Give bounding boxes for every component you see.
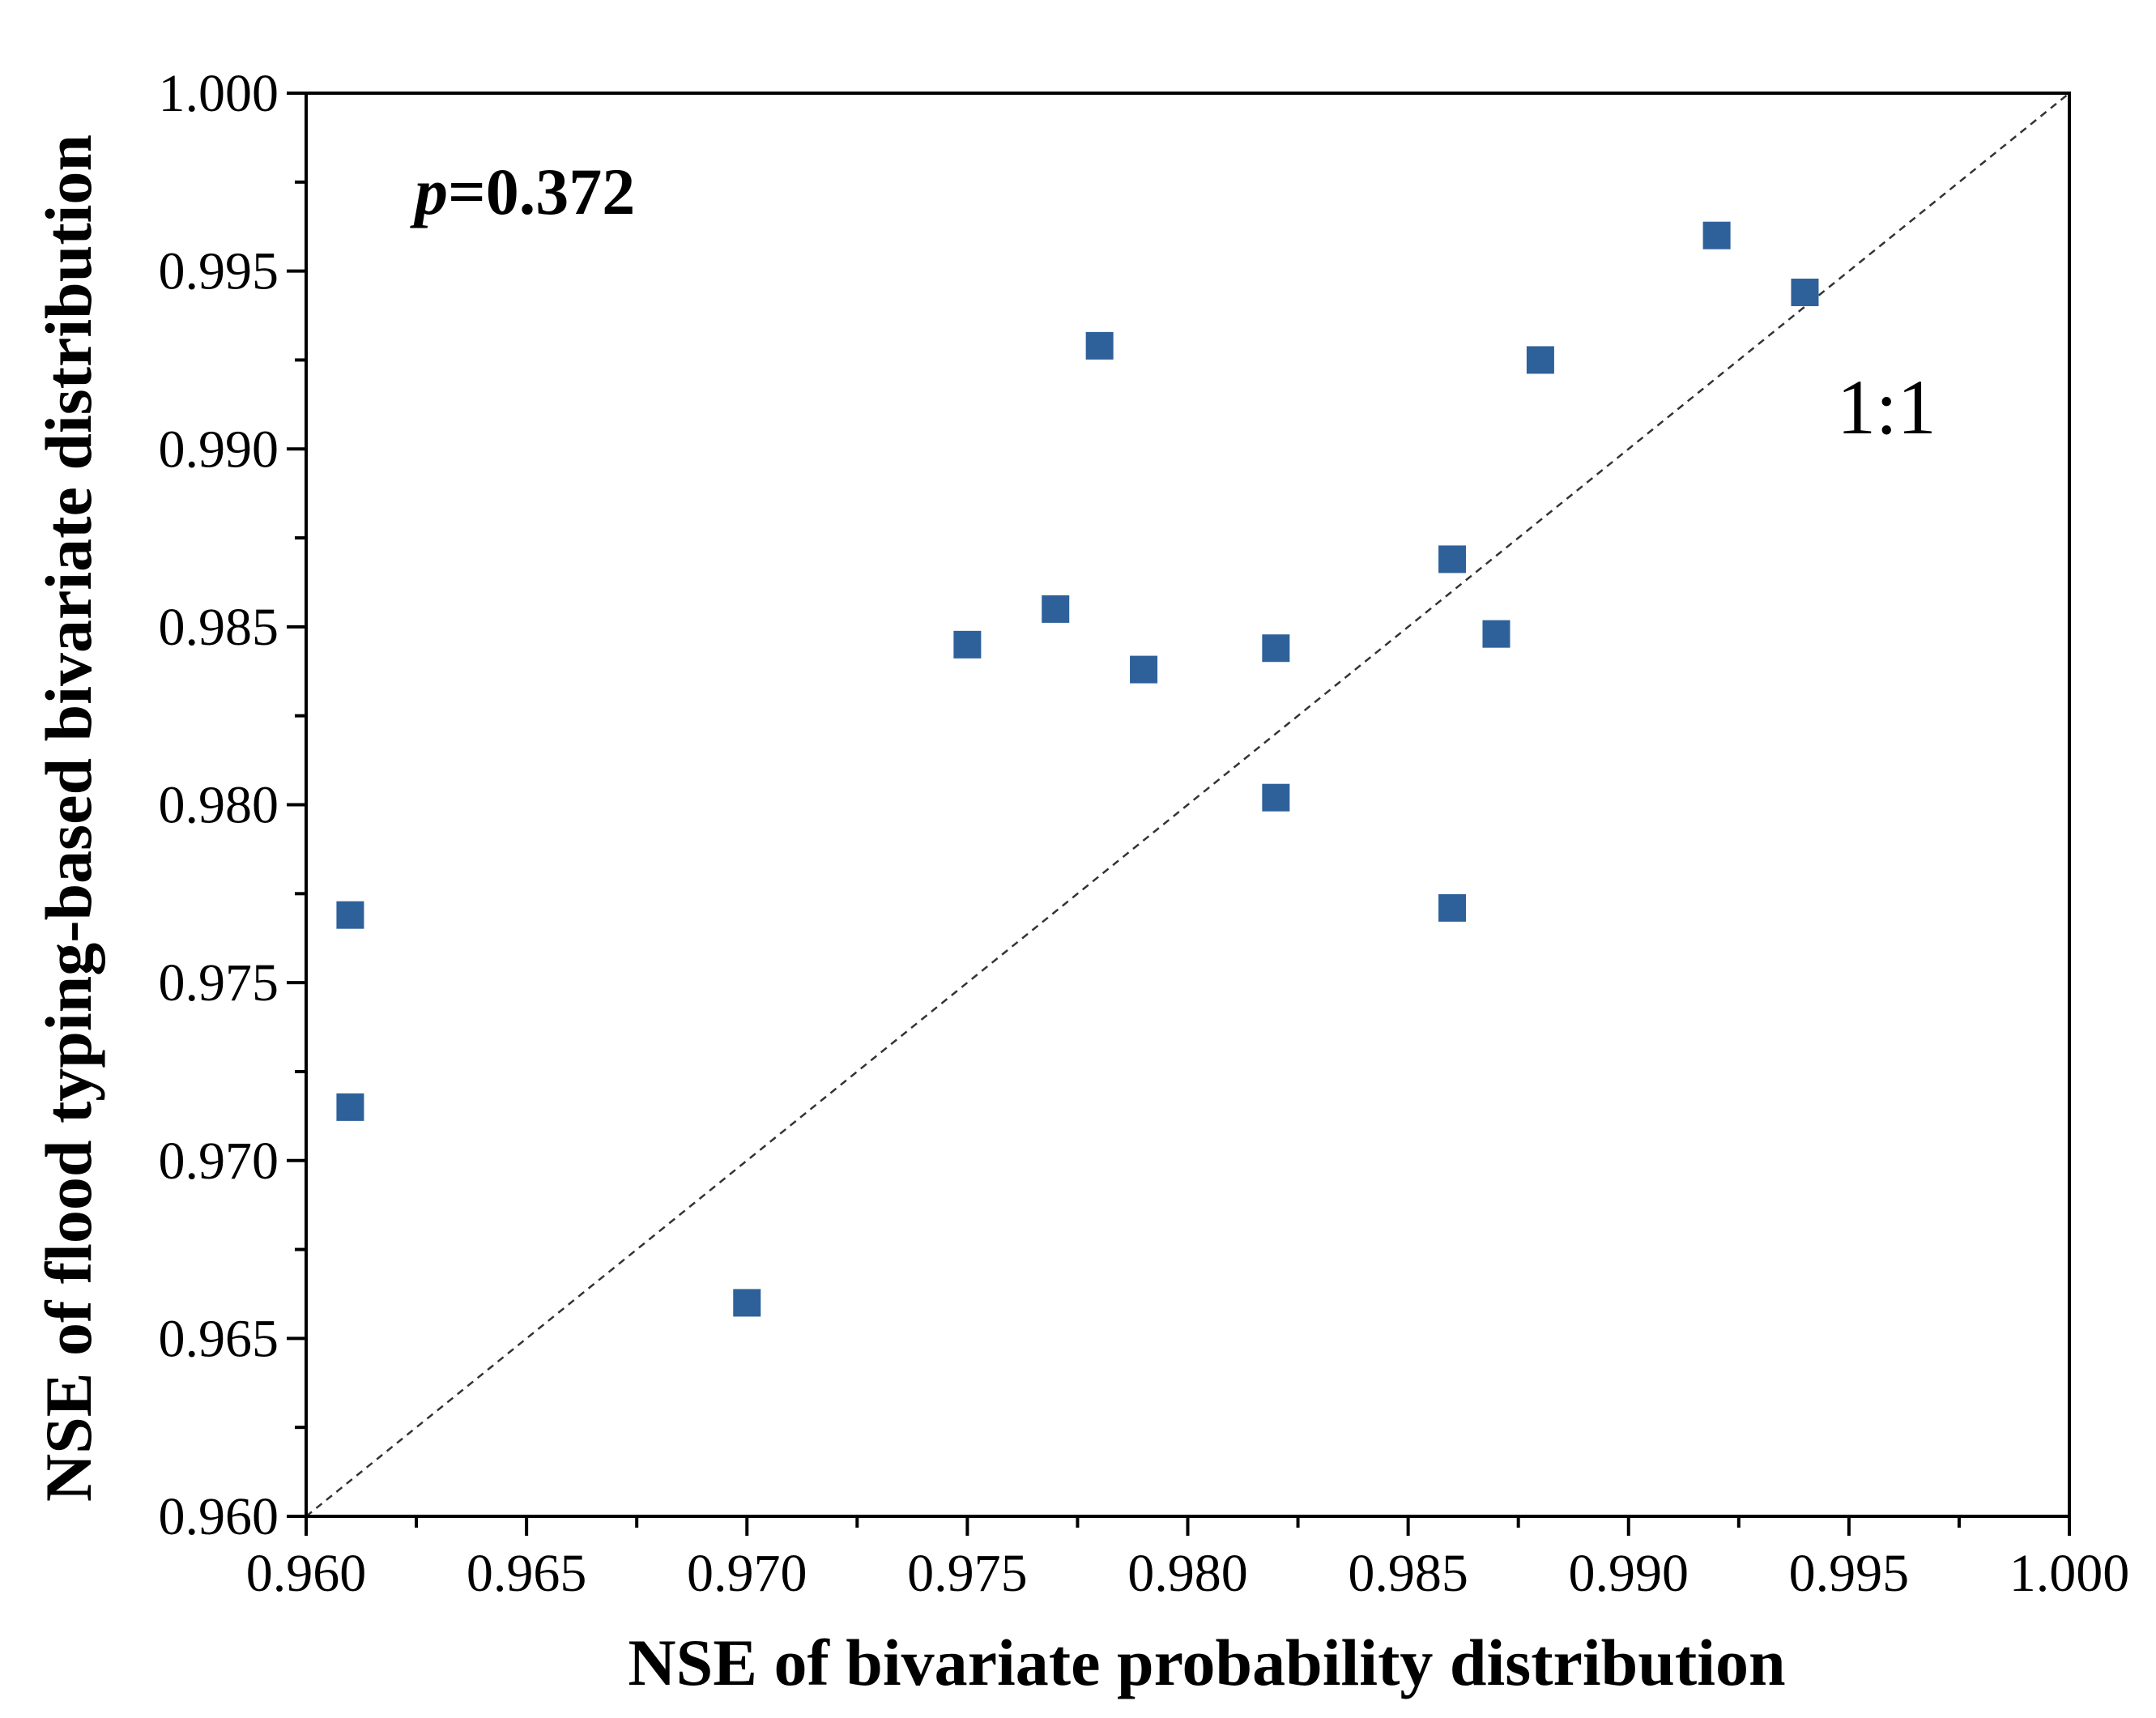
x-tick-label: 0.990 [1569,1544,1689,1603]
y-tick-label: 0.960 [159,1487,279,1546]
data-point-marker [1438,893,1467,922]
x-axis-ticks: 0.960 0.965 0.970 0.975 0.980 0.985 0.990 0.995… [246,1516,2130,1603]
data-point-marker [1438,545,1467,573]
y-tick-label: 0.965 [159,1309,279,1368]
p-value-annotation: p=0.372 [410,155,635,228]
data-points [336,221,1819,1317]
x-tick-label: 0.975 [907,1544,1028,1603]
p-value: =0.372 [448,155,635,228]
data-point-marker [733,1289,761,1317]
data-point-marker [1791,278,1819,306]
data-point-marker [1262,783,1290,812]
data-point-marker [336,901,364,929]
one-to-one-label: 1:1 [1837,364,1937,450]
x-tick-label: 0.960 [246,1544,367,1603]
x-tick-label: 0.965 [467,1544,587,1603]
y-tick-label: 0.975 [159,953,279,1012]
x-tick-label: 0.985 [1348,1544,1468,1603]
data-point-marker [1130,655,1158,684]
plot-frame [305,92,2071,1518]
x-tick-label: 1.000 [2009,1544,2130,1603]
data-point-marker [1702,221,1731,249]
y-tick-label: 0.990 [159,420,279,479]
y-axis-ticks: 0.960 0.965 0.970 0.975 0.980 0.985 0.990 0.995… [159,64,306,1546]
x-tick-label: 0.970 [687,1544,807,1603]
data-point-marker [1085,331,1114,360]
x-axis-title: NSE of bivariate probability distributio… [628,1626,1785,1699]
p-symbol: p [410,155,448,228]
y-tick-label: 0.985 [159,598,279,657]
data-point-marker [953,630,982,659]
data-point-marker [336,1093,364,1121]
data-point-marker [1042,595,1070,623]
data-point-marker [1262,634,1290,663]
y-tick-label: 0.995 [159,242,279,301]
one-to-one-reference-line [305,92,2070,1517]
y-tick-label: 1.000 [159,64,279,123]
y-axis-title: NSE of flood typing-based bivariate dist… [32,134,105,1502]
data-point-marker [1526,346,1554,374]
data-point-marker [1482,620,1510,648]
x-tick-label: 0.995 [1789,1544,1910,1603]
y-tick-label: 0.980 [159,776,279,835]
x-tick-label: 0.980 [1127,1544,1248,1603]
y-tick-label: 0.970 [159,1132,279,1191]
